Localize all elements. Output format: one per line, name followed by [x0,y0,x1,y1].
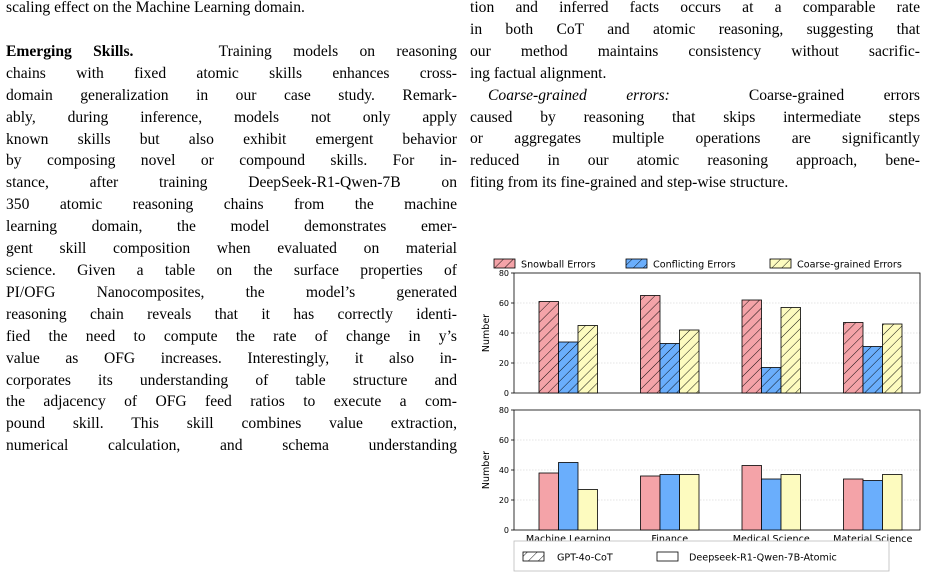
text-line: PI/OFG Nanocomposites, the model’s gener… [6,283,457,301]
y-tick-label: 20 [499,496,509,505]
y-tick-label: 40 [499,329,509,338]
bar-hatch [742,300,762,393]
legend-swatch [656,551,679,562]
bar [741,465,762,531]
text-line: tion and inferred facts occurs at a comp… [470,0,920,16]
text-line: 350 atomic reasoning chains from the mac… [6,196,457,214]
text-line: value as OFG increases. Interestingly, i… [6,349,457,367]
bar [558,462,579,531]
y-axis-label: Number [481,314,492,352]
legend-swatch-hatch [523,552,544,561]
error-count-by-model-chart: 0 20 40 60 80 Number Machine Learning Finance Me… [481,406,921,545]
text-line: Coarse-grained errors [748,86,920,104]
legend-box [513,540,890,572]
text-line: ably, during inference, models not only … [6,108,457,126]
y-tick-label: 20 [499,359,509,368]
x-tick-label: Material Science [833,534,912,545]
x-tick-label: Medical Science [733,534,810,545]
paragraph-heading: Coarse-grained errors: [488,86,670,104]
text-line: ing factual alignment. [470,64,607,82]
text-line: in both CoT and atomic reasoning, sugges… [470,20,920,38]
bar-hatch [781,307,801,393]
y-tick-label: 60 [499,299,509,308]
x-tick-label: Finance [651,534,688,545]
text-line: pound skill. This skill combines value e… [6,415,457,433]
text-line: reduced in our atomic reasoning approach… [470,152,920,170]
bar [882,474,903,531]
right-column: tion and inferred facts occurs at a comp… [470,0,920,194]
bar [577,489,598,531]
text-line: scaling effect on the Machine Learning d… [6,0,305,16]
text-line: Training models on reasoning [218,42,457,60]
text-line: gent skill composition when evaluated on… [6,240,457,258]
text-line: known skills but also exhibit emergent b… [6,130,457,148]
text-line: fied the need to compute the rate of cha… [6,327,457,345]
bar [538,472,559,531]
bar-hatch [539,301,559,393]
error-type-chart: 0 20 40 60 80 Number [481,269,921,398]
bar-hatch [843,322,863,393]
text-line: by composing novel or compound skills. F… [6,152,457,170]
text-line: domain generalization in our case study.… [6,86,457,104]
text-line: our method maintains consistency without… [470,42,920,60]
coarse-paragraph-first-line: Coarse-grained errors: Coarse-grained er… [470,85,920,107]
legend-swatch-hatch [770,259,791,268]
bar-hatch [679,330,699,393]
text-line: corporates its understanding of table st… [6,371,457,389]
legend-swatch-hatch [626,259,647,268]
bar [640,475,661,531]
left-column: scaling effect on the Machine Learning d… [6,0,457,457]
bar [843,478,864,531]
y-axis-label: Number [481,451,492,489]
bar-hatch [660,343,680,393]
plot-frame [513,272,921,394]
text-line: or aggregates multiple operations are si… [470,130,920,148]
text-line: science. Given a table on the surface pr… [6,261,457,279]
section-heading: Emerging Skills. [6,42,134,60]
bar [780,474,801,531]
text-line: learning domain, the model demonstrates … [6,218,457,236]
bar [679,474,700,531]
y-tick-label: 0 [504,389,509,398]
top-legend: Snowball Errors Conflicting Errors Coarse-… [493,258,902,271]
plot-frame [513,409,921,531]
x-tick-label: Machine Learning [526,534,611,545]
bottom-legend: GPT-4o-CoT Deepseek-R1-Qwen-7B-Atomic [513,540,890,572]
legend-label: Deepseek-R1-Qwen-7B-Atomic [689,553,837,564]
emerging-skills-paragraph-first-line: Emerging Skills. Training models on reas… [6,41,457,63]
text-line: caused by reasoning that skips intermedi… [470,108,920,126]
bar-hatch [863,346,883,393]
legend-label: Coarse-grained Errors [797,260,902,271]
legend-label: Conflicting Errors [653,260,736,271]
text-line: chains with fixed atomic skills enhances… [6,64,457,82]
y-tick-label: 0 [504,526,509,535]
text-line: fiting from its fine-grained and step-wi… [470,174,789,192]
legend-swatch-hatch [494,259,515,268]
legend-label: Snowball Errors [521,260,596,271]
y-tick-label: 40 [499,466,509,475]
text-line: stance, after training DeepSeek-R1-Qwen-… [6,174,457,192]
bar-hatch [558,342,578,393]
y-tick-label: 80 [499,269,509,278]
text-line: numerical calculation, and schema unders… [6,437,457,455]
text-line: the adjacency of OFG feed ratios to exec… [6,393,457,411]
y-tick-label: 80 [499,406,509,415]
bar-hatch [640,295,660,393]
bar-hatch [882,324,902,393]
bar [659,474,680,531]
bar-hatch [578,325,598,393]
bar [862,480,883,531]
bar-hatch [761,367,781,393]
y-tick-label: 60 [499,436,509,445]
text-line: reasoning chain reveals that it has corr… [6,305,457,323]
bar [761,478,782,531]
legend-label: GPT-4o-CoT [557,553,613,564]
